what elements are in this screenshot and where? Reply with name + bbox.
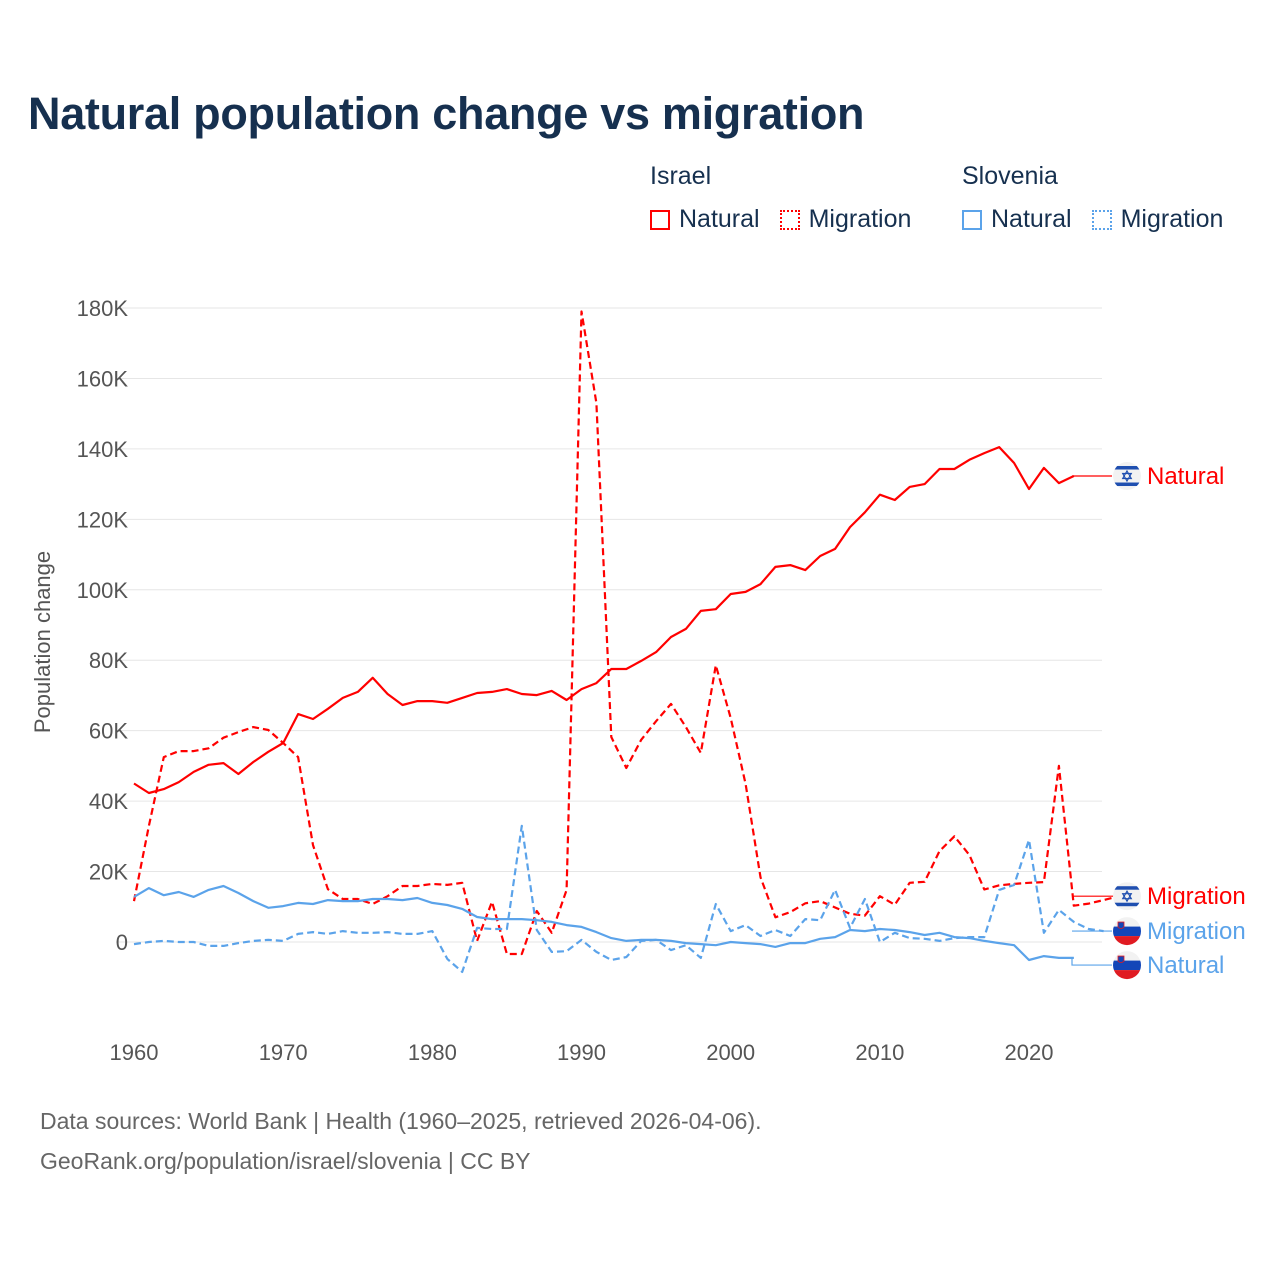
legend-item-israel-migration[interactable]: Migration <box>779 205 912 234</box>
y-tick-label: 0 <box>116 930 128 955</box>
y-tick-label: 120K <box>77 507 129 532</box>
legend-label: Natural <box>991 205 1072 233</box>
end-label-text: Migration <box>1147 918 1246 945</box>
y-axis-label: Population change <box>30 551 55 733</box>
end-label-text: Natural <box>1147 952 1224 979</box>
legend-group-slovenia: Slovenia <box>962 162 1058 190</box>
y-tick-label: 80K <box>89 648 128 673</box>
y-tick-label: 180K <box>77 296 129 321</box>
legend-item-slovenia-migration[interactable]: Migration <box>1091 205 1224 234</box>
series-line-slovenia-migration <box>133 824 1104 974</box>
legend-item-israel-natural[interactable]: Natural <box>650 205 760 234</box>
y-tick-label: 40K <box>89 789 128 814</box>
end-label-israel-natural: Natural <box>1072 462 1224 491</box>
solid-swatch-icon <box>650 209 670 230</box>
legend-row-israel: Natural Migration <box>650 205 931 234</box>
x-tick-label: 1980 <box>408 1040 457 1065</box>
legend-item-slovenia-natural[interactable]: Natural <box>962 205 1072 234</box>
x-tick-label: 2020 <box>1005 1040 1054 1065</box>
legend-label: Natural <box>679 205 760 233</box>
series-line-israel-migration <box>132 310 1119 956</box>
x-tick-label: 1960 <box>110 1040 159 1065</box>
x-tick-label: 2000 <box>706 1040 755 1065</box>
legend-row-slovenia: Natural Migration <box>962 205 1243 234</box>
footer-link[interactable]: GeoRank.org/population/israel/slovenia |… <box>40 1148 531 1174</box>
israel-flag-icon <box>1113 882 1141 911</box>
x-tick-label: 1990 <box>557 1040 606 1065</box>
israel-flag-icon <box>1113 462 1141 491</box>
legend-label: Migration <box>1120 205 1224 233</box>
slovenia-flag-icon <box>1113 951 1141 980</box>
end-label-israel-migration: Migration <box>1072 882 1246 911</box>
series-line-israel-natural <box>133 446 1075 795</box>
slovenia-flag-icon <box>1113 917 1141 946</box>
legend-group-israel: Israel <box>650 162 712 190</box>
end-label-text: Natural <box>1147 463 1224 490</box>
footer-sources: Data sources: World Bank | Health (1960–… <box>40 1108 762 1134</box>
end-label-slovenia-natural: Natural <box>1071 951 1224 980</box>
end-label-slovenia-migration: Migration <box>1072 917 1246 946</box>
end-label-text: Migration <box>1147 883 1246 910</box>
legend-label: Migration <box>808 205 912 233</box>
y-tick-label: 20K <box>89 860 128 885</box>
dotted-swatch-icon <box>779 209 800 230</box>
x-tick-label: 2010 <box>855 1040 904 1065</box>
y-tick-label: 140K <box>77 437 129 462</box>
y-tick-label: 100K <box>77 578 129 603</box>
solid-swatch-icon <box>962 209 982 230</box>
x-tick-label: 1970 <box>259 1040 308 1065</box>
series-line-slovenia-natural <box>133 884 1074 962</box>
dotted-swatch-icon <box>1091 209 1112 230</box>
connector-line <box>1071 957 1112 966</box>
chart-title: Natural population change vs migration <box>28 88 865 139</box>
y-tick-label: 60K <box>89 719 128 744</box>
y-tick-label: 160K <box>77 366 129 391</box>
